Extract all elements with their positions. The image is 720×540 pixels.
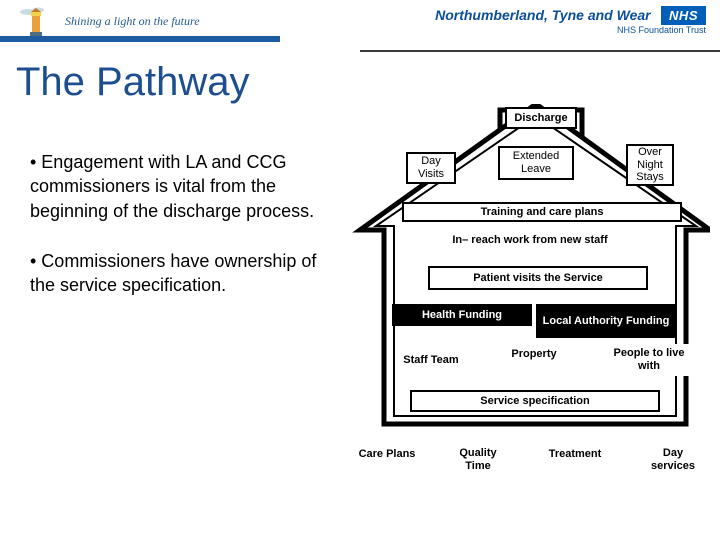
box-quality-time: Quality Time (446, 444, 510, 476)
org-name: Northumberland, Tyne and Wear (435, 7, 650, 23)
org-sub: NHS Foundation Trust (435, 25, 706, 35)
box-training: Training and care plans (402, 202, 682, 222)
label-inreach: In– reach work from new staff (350, 234, 710, 246)
box-care-plans: Care Plans (350, 444, 424, 464)
box-health-funding: Health Funding (392, 304, 532, 326)
box-property: Property (498, 344, 570, 364)
box-service-spec: Service specification (410, 390, 660, 412)
box-people: People to live with (608, 344, 690, 376)
box-extended-leave: Extended Leave (498, 146, 574, 180)
bullet-2: • Commissioners have ownership of the se… (30, 249, 330, 298)
tagline: Shining a light on the future (65, 14, 200, 29)
banner-stripe (0, 36, 280, 42)
box-overnight-stays: Over Night Stays (626, 144, 674, 186)
bullet-list: • Engagement with LA and CCG commissione… (30, 150, 330, 323)
slide-header: Shining a light on the future Northumber… (0, 0, 720, 48)
header-rule (360, 50, 720, 52)
page-title: The Pathway (16, 60, 249, 105)
box-discharge: Discharge (505, 107, 577, 129)
bullet-1: • Engagement with LA and CCG commissione… (30, 150, 330, 223)
box-day-services: Day services (638, 444, 708, 476)
nhs-logo: NHS (661, 6, 706, 25)
pathway-diagram: Discharge Day Visits Extended Leave Over… (350, 104, 710, 534)
banner: Shining a light on the future (0, 4, 280, 42)
box-patient-visits: Patient visits the Service (428, 266, 648, 290)
box-la-funding: Local Authority Funding (536, 304, 676, 338)
box-staff-team: Staff Team (400, 344, 462, 376)
box-treatment: Treatment (538, 444, 612, 464)
lighthouse-icon (20, 6, 50, 38)
box-day-visits: Day Visits (406, 152, 456, 184)
org-block: Northumberland, Tyne and Wear NHS NHS Fo… (435, 6, 706, 35)
